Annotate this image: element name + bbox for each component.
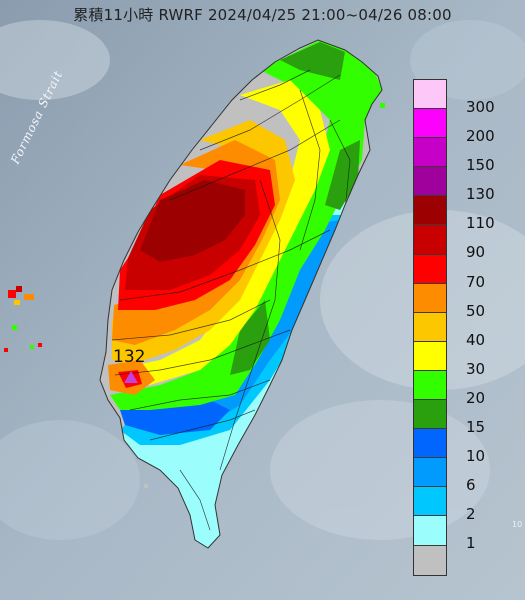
legend-label: 1 (466, 534, 476, 553)
legend-label: 40 (466, 330, 486, 349)
legend-swatch (414, 167, 446, 197)
offshore-islands (4, 103, 385, 488)
map-title: 累積11小時 RWRF 2024/04/25 21:00~04/26 08:00 (73, 6, 452, 24)
max-rainfall-label: 132 (113, 347, 146, 367)
legend-label: 150 (466, 156, 495, 175)
legend-label: 300 (466, 98, 495, 116)
legend-swatch (414, 545, 446, 575)
legend-swatch (414, 225, 446, 255)
corner-label: 10 (512, 520, 523, 529)
legend-swatch (414, 312, 446, 342)
legend-swatch (414, 341, 446, 371)
legend-swatch (414, 400, 446, 430)
max-rainfall-marker-icon (124, 371, 138, 383)
legend-label: 20 (466, 388, 486, 407)
legend-label: 70 (466, 272, 486, 291)
legend-label: 110 (466, 214, 495, 233)
legend-labels: 300 200 150 130 110 90 70 50 40 30 20 15 10 6 2 1 (466, 93, 516, 559)
legend-label: 30 (466, 359, 486, 378)
legend-swatch (414, 80, 446, 110)
legend-swatch (414, 109, 446, 139)
legend-label: 6 (466, 476, 476, 495)
legend-swatch (414, 487, 446, 517)
legend-label: 2 (466, 505, 476, 524)
legend-swatch (414, 254, 446, 284)
legend-swatch (414, 516, 446, 546)
legend-label: 130 (466, 185, 495, 204)
legend-swatch (414, 138, 446, 168)
legend-label: 200 (466, 127, 495, 146)
legend-swatch (414, 196, 446, 226)
legend-label: 50 (466, 301, 486, 320)
legend-label: 90 (466, 243, 486, 262)
legend-swatch (414, 429, 446, 459)
legend-label: 15 (466, 418, 486, 437)
legend-swatch (414, 370, 446, 401)
legend-swatch (414, 283, 446, 313)
color-legend (413, 79, 447, 576)
legend-swatch (414, 458, 446, 488)
legend-label: 10 (466, 447, 486, 466)
